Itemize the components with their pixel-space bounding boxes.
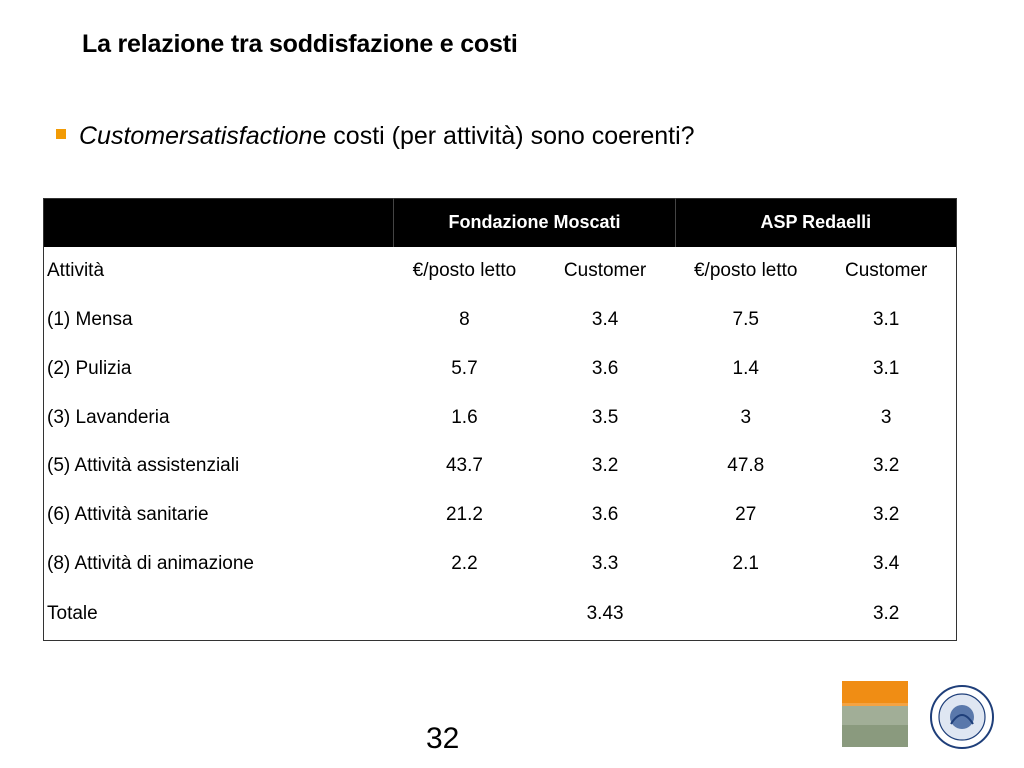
table-cell: 3.1	[872, 357, 900, 379]
seal-figure	[950, 714, 974, 725]
table-row: (1) Mensa 8 3.4 7.5 3.1	[44, 295, 957, 344]
table-cell: 2.2	[451, 553, 478, 575]
row-label: (2) Pulizia	[47, 357, 132, 379]
header-asp-redaelli: ASP Redaelli	[674, 198, 957, 247]
table-row-total: Totale 3.43 3.2	[44, 589, 957, 641]
table-cell: 43.7	[445, 455, 483, 477]
table-cell: 1.6	[451, 406, 478, 428]
bullet-point: Customersatisfaction e costi (per attivit…	[56, 122, 695, 151]
table-cell: 3.4	[872, 553, 900, 575]
table-cell	[675, 589, 816, 641]
bullet-text: e costi (per attività) sono coerenti?	[312, 122, 695, 150]
table-cell: 3.2	[872, 603, 900, 625]
table-cell: 3.3	[591, 553, 619, 575]
table-cell: 3	[880, 406, 892, 428]
table-cell: 3.6	[591, 504, 619, 526]
table-cell: 2.1	[732, 553, 759, 575]
column-label-cost: €/posto letto	[693, 259, 798, 281]
table-row: (2) Pulizia 5.7 3.6 1.4 3.1	[44, 344, 957, 393]
table-cell: 1.4	[732, 357, 759, 379]
header-fondazione-moscati: Fondazione Moscati	[393, 198, 676, 247]
table-cell: 3.4	[591, 308, 619, 330]
row-label: (3) Lavanderia	[47, 406, 170, 428]
fondazione-sussidiarieta-logo	[842, 681, 908, 747]
column-label-cost: €/posto letto	[412, 259, 517, 281]
table-row: (3) Lavanderia 1.6 3.5 3 3	[44, 393, 957, 442]
column-label-attivita: Attività	[47, 259, 105, 281]
table-cell: 3	[740, 406, 752, 428]
table-cell: 3.6	[591, 357, 619, 379]
table-row: (6) Attività sanitarie 21.2 3.6 27 3.2	[44, 491, 957, 540]
column-label-customer: Customer	[563, 259, 647, 281]
column-labels-row: Attività €/posto letto Customer €/posto …	[44, 247, 957, 296]
slide-title: La relazione tra soddisfazione e costi	[82, 30, 518, 58]
politecnico-milano-seal-logo	[930, 685, 994, 749]
header-empty-cell	[44, 199, 394, 247]
bullet-text-italic: Customersatisfaction	[79, 122, 313, 150]
row-label: (6) Attività sanitarie	[47, 504, 209, 526]
table-cell: 27	[735, 504, 757, 526]
seal-center	[950, 705, 974, 729]
group-header-row: Fondazione Moscati ASP Redaelli	[43, 198, 957, 247]
logo-light-band	[842, 703, 908, 725]
table-cell: 3.2	[872, 455, 900, 477]
table-cell: 7.5	[732, 308, 759, 330]
table-cell: 8	[459, 308, 470, 330]
row-label: (8) Attività di animazione	[47, 553, 254, 575]
table-cell: 21.2	[445, 504, 483, 526]
table-cell: 3.1	[872, 308, 900, 330]
page-number: 32	[426, 722, 460, 755]
table-row: (5) Attività assistenziali 43.7 3.2 47.8…	[44, 442, 957, 491]
logo-orange-band	[842, 681, 908, 706]
table-cell: 5.7	[451, 357, 478, 379]
logo-green-band	[842, 706, 908, 747]
table-cell: 3.2	[872, 504, 900, 526]
row-label: (5) Attività assistenziali	[47, 455, 240, 477]
row-label: (1) Mensa	[47, 308, 133, 330]
square-bullet-icon	[56, 128, 66, 139]
comparison-table: Fondazione Moscati ASP Redaelli Attività…	[43, 198, 957, 641]
row-label: Totale	[47, 603, 98, 625]
table-cell	[394, 589, 535, 641]
table-cell: 47.8	[727, 455, 765, 477]
table-cell: 3.5	[591, 406, 619, 428]
table-cell: 3.43	[586, 603, 624, 625]
column-label-customer: Customer	[844, 259, 928, 281]
table-row: (8) Attività di animazione 2.2 3.3 2.1 3…	[44, 540, 957, 589]
table-cell: 3.2	[591, 455, 619, 477]
